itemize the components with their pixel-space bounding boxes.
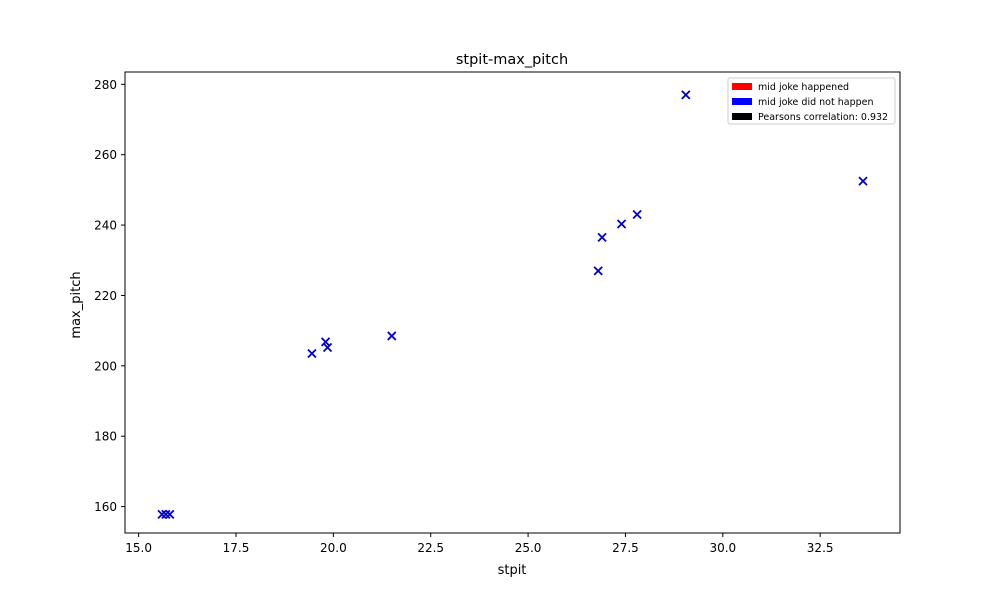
x-axis-label: stpit (498, 563, 527, 578)
legend-swatch (732, 83, 752, 90)
x-tick-label: 22.5 (417, 541, 444, 555)
data-point (593, 266, 603, 276)
legend: mid joke happened mid joke did not happen… (727, 77, 896, 125)
chart-title: stpit-max_pitch (456, 52, 568, 68)
data-point (322, 342, 333, 353)
legend-swatch (732, 113, 752, 120)
legend-frame (727, 77, 896, 125)
y-tick-label: 180 (94, 430, 117, 444)
y-tick-label: 160 (94, 500, 117, 514)
data-point (858, 176, 868, 186)
y-axis-label: max_pitch (69, 271, 84, 338)
y-tick-label: 240 (94, 219, 117, 233)
data-point (320, 337, 331, 347)
x-tick-label: 20.0 (320, 541, 347, 555)
data-point (632, 209, 642, 220)
y-tick-label: 200 (94, 359, 117, 373)
x-axis: 15.0 17.5 20.0 22.5 25.0 27.5 30.0 32.5 (125, 533, 834, 555)
y-tick-label: 260 (94, 148, 117, 162)
data-point (161, 509, 171, 519)
data-point (681, 90, 691, 100)
data-point (387, 331, 397, 341)
plot-area (124, 71, 901, 534)
y-tick-label: 280 (94, 78, 117, 92)
x-tick-label: 17.5 (223, 541, 250, 555)
y-axis: 160 180 200 220 240 260 280 (94, 78, 125, 514)
legend-label: mid joke did not happen (758, 97, 874, 108)
x-tick-label: 30.0 (709, 541, 736, 555)
data-point (165, 509, 175, 519)
legend-swatch (732, 98, 752, 105)
x-tick-label: 27.5 (612, 541, 639, 555)
data-point (157, 509, 167, 519)
x-tick-label: 15.0 (125, 541, 152, 555)
data-point (307, 348, 317, 359)
data-point (616, 219, 627, 229)
plot-frame (124, 71, 901, 534)
x-tick-label: 32.5 (807, 541, 834, 555)
y-tick-label: 220 (94, 289, 117, 303)
legend-label: mid joke happened (758, 82, 849, 93)
data-point (597, 232, 607, 243)
data-points (157, 90, 868, 519)
legend-label: Pearsons correlation: 0.932 (758, 112, 888, 123)
x-tick-label: 25.0 (515, 541, 542, 555)
